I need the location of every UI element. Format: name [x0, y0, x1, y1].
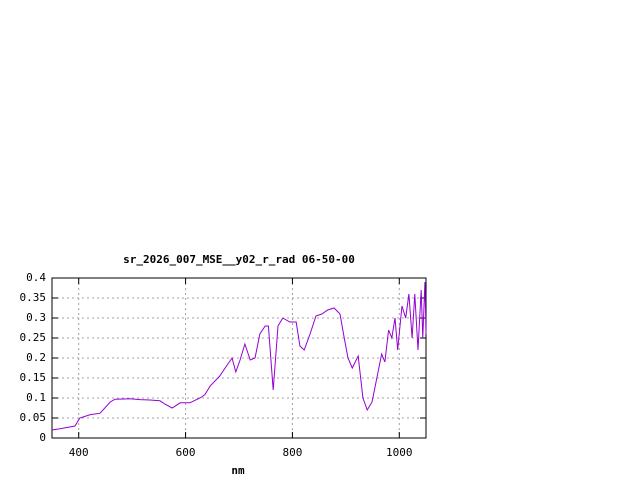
- y-tick-label: 0.2: [26, 351, 46, 364]
- x-tick-label: 600: [176, 446, 196, 459]
- x-tick-label: 1000: [386, 446, 413, 459]
- x-tick-label: 400: [69, 446, 89, 459]
- y-tick-label: 0.15: [20, 371, 47, 384]
- x-tick-label: 800: [282, 446, 302, 459]
- x-axis-label: nm: [231, 464, 245, 477]
- y-tick-label: 0.35: [20, 291, 47, 304]
- y-tick-label: 0.25: [20, 331, 47, 344]
- y-tick-label: 0.1: [26, 391, 46, 404]
- y-tick-label: 0.05: [20, 411, 47, 424]
- y-tick-label: 0.3: [26, 311, 46, 324]
- chart-title: sr_2026_007_MSE__y02_r_rad 06-50-00: [123, 253, 355, 266]
- plot-border: [51, 277, 427, 439]
- y-tick-label: 0: [39, 431, 46, 444]
- y-tick-label: 0.4: [26, 271, 46, 284]
- data-line: [51, 281, 427, 431]
